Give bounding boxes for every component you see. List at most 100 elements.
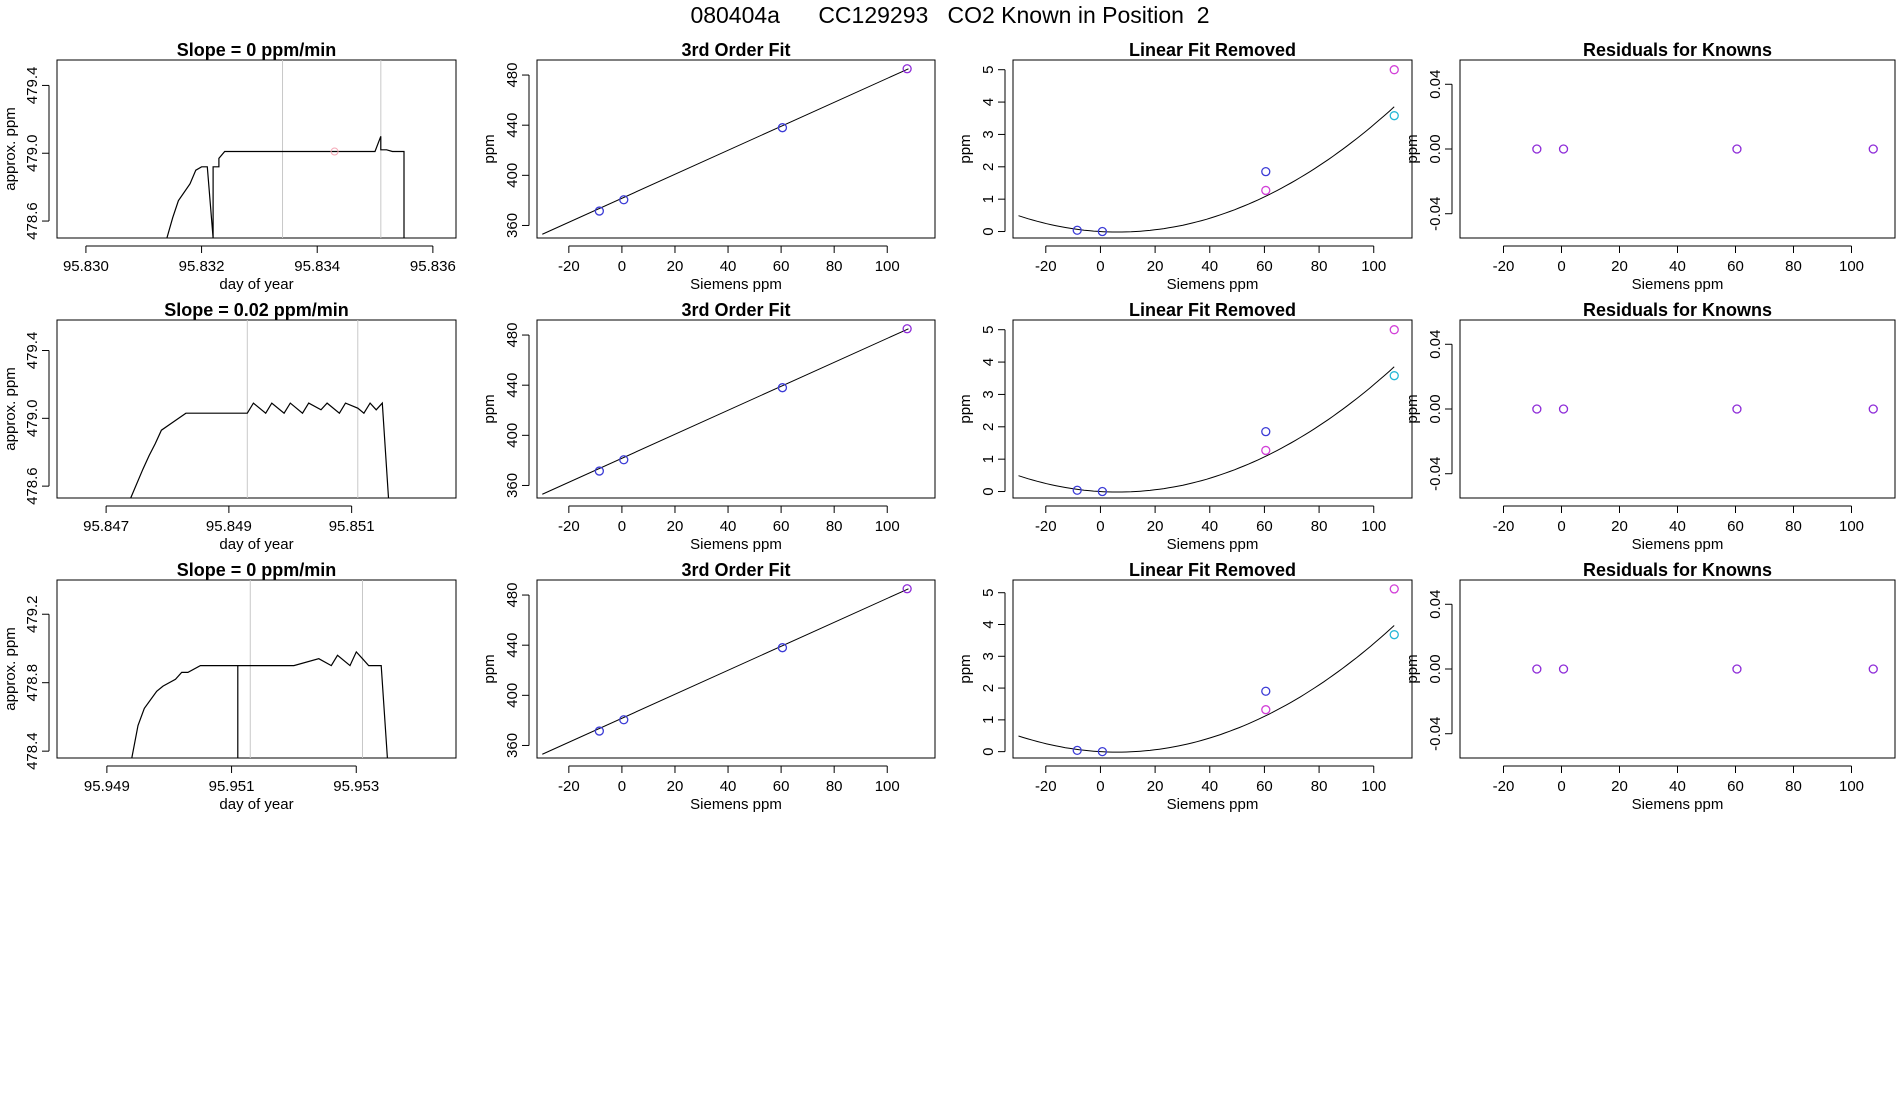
x-tick-label: -20 (558, 518, 580, 535)
chart-panel-linfit-row-3: Linear Fit Removed-20 0 20 40 60 80 100Siemens… (957, 560, 1413, 813)
y-tick-label: 3 (980, 390, 997, 398)
data-point (594, 206, 605, 216)
data-point (1097, 226, 1108, 237)
x-tick-label: 20 (1611, 778, 1628, 795)
chart-panel-linfit-row-2: Linear Fit Removed-20 0 20 40 60 80 100Siemens… (957, 300, 1413, 553)
plot-area (542, 64, 912, 235)
y-tick-label: 2 (980, 423, 997, 431)
plot-area (542, 324, 912, 495)
x-tick-label: -20 (1035, 778, 1057, 795)
x-tick-label: 20 (1147, 778, 1164, 795)
plot-area (542, 584, 912, 755)
y-tick-label: 480 (504, 323, 521, 348)
x-tick-label: 95.949 (84, 778, 130, 795)
y-tick-label: 479.2 (24, 595, 41, 633)
x-tick-label: 80 (826, 518, 843, 535)
plot-frame (1459, 579, 1896, 759)
y-tick-label: 478.6 (24, 202, 41, 240)
x-tick-label: 100 (1839, 258, 1864, 275)
x-tick-label: 95.851 (329, 518, 375, 535)
data-point (594, 726, 605, 736)
plot-area (1532, 664, 1878, 674)
x-tick-label: 100 (875, 258, 900, 275)
data-point (1558, 144, 1569, 154)
x-tick-label: 0 (618, 778, 626, 795)
chart-panel-timeseries-row-1: Slope = 0 ppm/min 95.830 95.832 95.834 95.83… (2, 40, 457, 293)
chart-title: Residuals for Knowns (1583, 300, 1772, 320)
y-tick-label: 479.0 (24, 400, 41, 438)
y-tick-label: 440 (504, 113, 521, 138)
data-point (1732, 664, 1742, 674)
plot-frame (1012, 319, 1413, 499)
y-axis-label: ppm (1404, 134, 1421, 163)
x-tick-label: 80 (826, 778, 843, 795)
y-tick-label: 479.0 (24, 134, 41, 172)
y-tick-label: 480 (504, 583, 521, 608)
data-point (1732, 404, 1742, 414)
data-point (777, 643, 788, 653)
chart-title: Slope = 0 ppm/min (177, 40, 337, 60)
y-tick-label: 478.6 (24, 467, 41, 505)
data-point (1868, 404, 1878, 414)
data-point (1558, 664, 1569, 674)
y-axis-label: ppm (481, 134, 498, 163)
y-tick-label: 479.4 (24, 67, 41, 105)
chart-title: Linear Fit Removed (1129, 40, 1296, 60)
x-tick-label: 20 (1147, 518, 1164, 535)
y-tick-label: 3 (980, 130, 997, 138)
mean-marker (330, 147, 339, 156)
x-tick-label: 100 (1361, 258, 1386, 275)
x-tick-label: 95.953 (333, 778, 379, 795)
x-tick-label: 80 (1785, 258, 1802, 275)
fit-curve (1018, 366, 1395, 493)
data-point (1868, 144, 1878, 154)
x-tick-label: 0 (1557, 778, 1565, 795)
x-tick-label: 0 (1557, 258, 1565, 275)
x-axis-label: day of year (219, 796, 293, 813)
x-tick-label: 100 (1361, 518, 1386, 535)
data-point (902, 324, 912, 334)
y-tick-label: 5 (980, 66, 997, 74)
y-tick-label: 440 (504, 373, 521, 398)
data-point (902, 584, 912, 594)
x-tick-label: 95.830 (63, 258, 109, 275)
y-tick-label: 0.04 (1427, 70, 1444, 99)
plot-area (1532, 144, 1878, 154)
y-tick-label: 0.04 (1427, 590, 1444, 619)
data-point (619, 715, 629, 725)
data-point (1389, 371, 1399, 381)
plot-frame (1012, 579, 1413, 759)
y-tick-label: 360 (504, 213, 521, 238)
y-axis-label: approx. ppm (2, 627, 19, 710)
plot-frame (56, 579, 457, 759)
y-axis-label: ppm (1404, 394, 1421, 423)
data-point (777, 383, 788, 393)
x-tick-label: 80 (1785, 518, 1802, 535)
plot-area (131, 580, 388, 758)
plot-frame (536, 579, 936, 759)
x-axis-label: day of year (219, 276, 293, 293)
chart-title: Slope = 0 ppm/min (177, 560, 337, 580)
x-axis-label: Siemens ppm (690, 536, 782, 553)
plot-area (1532, 404, 1878, 414)
x-tick-label: 40 (1201, 258, 1218, 275)
x-tick-label: 0 (1096, 778, 1104, 795)
x-tick-label: 95.834 (294, 258, 340, 275)
x-tick-label: 20 (667, 778, 684, 795)
y-tick-label: 400 (504, 423, 521, 448)
x-tick-label: 60 (773, 518, 790, 535)
data-point (777, 123, 788, 133)
chart-panel-timeseries-row-2: Slope = 0.02 ppm/min 95.847 95.849 95.851 da… (2, 300, 457, 553)
x-tick-label: 100 (875, 518, 900, 535)
x-tick-label: 0 (618, 518, 626, 535)
y-tick-label: 4 (980, 98, 997, 106)
data-point (1261, 705, 1271, 715)
y-tick-label: 0 (980, 747, 997, 755)
y-tick-label: 3 (980, 652, 997, 660)
y-axis-label: approx. ppm (2, 107, 19, 190)
x-tick-label: 40 (720, 518, 737, 535)
data-point (1532, 664, 1542, 674)
data-point (1072, 225, 1082, 235)
x-tick-label: -20 (1493, 778, 1515, 795)
